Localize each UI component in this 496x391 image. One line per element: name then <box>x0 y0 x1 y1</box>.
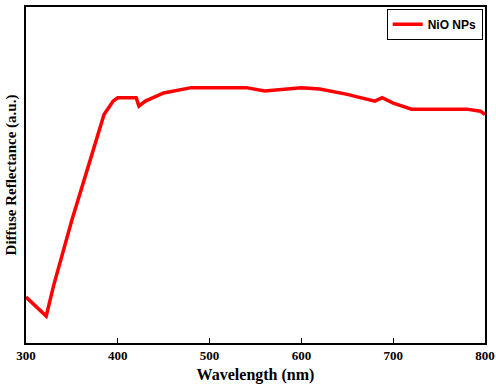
svg-text:500: 500 <box>200 348 220 363</box>
svg-text:300: 300 <box>16 348 36 363</box>
svg-text:800: 800 <box>475 348 495 363</box>
svg-text:400: 400 <box>108 348 128 363</box>
svg-text:Diffuse Reflectance (a.u.): Diffuse Reflectance (a.u.) <box>3 95 20 256</box>
svg-text:Wavelength (nm): Wavelength (nm) <box>197 366 315 384</box>
svg-text:700: 700 <box>383 348 403 363</box>
svg-text:600: 600 <box>292 348 312 363</box>
svg-text:NiO NPs: NiO NPs <box>428 18 476 32</box>
